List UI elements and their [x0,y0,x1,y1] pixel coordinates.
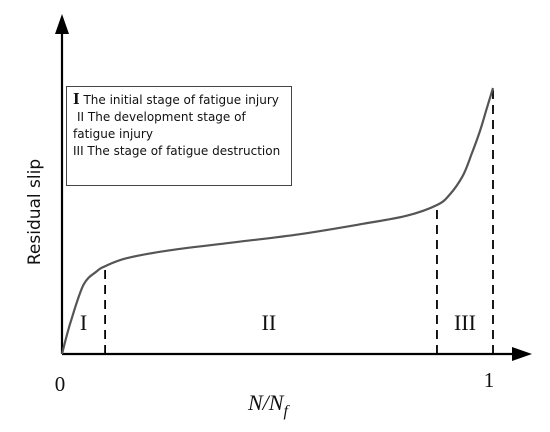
legend-item-destruction: III The stage of fatigue destruction [73,144,281,158]
legend: I The initial stage of fatigue injury II… [66,86,292,186]
stage-label-2: II [262,310,277,335]
y-axis-arrow [55,14,69,34]
stage-label-3: III [454,310,476,335]
x-tick-0: 0 [55,372,66,396]
legend-text-initial: The initial stage of fatigue injury [83,93,279,107]
x-tick-1: 1 [484,368,495,392]
legend-item-development-cont: fatigue injury [73,127,153,141]
stage-label-1: I [80,310,87,335]
stage-labels: I II III [80,310,476,335]
x-axis-label: N/Nf [247,390,290,420]
legend-item-initial: I The initial stage of fatigue injury [73,90,285,109]
residual-slip-curve [60,87,495,355]
y-axis-label: Residual slip [25,159,45,265]
legend-item-development: II The development stage of [77,110,246,124]
stage-dividers [104,88,494,354]
x-axis-arrow [512,347,532,361]
legend-mark-initial: I [73,89,80,108]
